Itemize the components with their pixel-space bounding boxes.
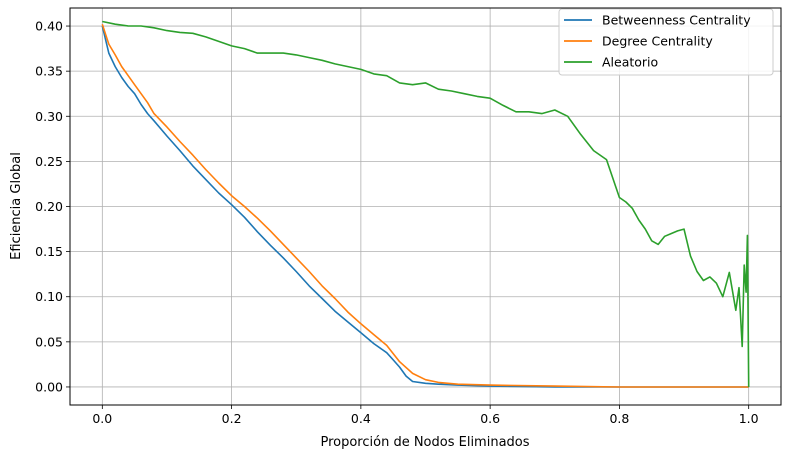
series-line-aleatorio bbox=[102, 20, 750, 388]
y-tick-label: 0.30 bbox=[35, 109, 63, 124]
x-tick-label: 0.0 bbox=[92, 411, 112, 426]
x-tick-label: 0.8 bbox=[609, 411, 629, 426]
y-tick-label: 0.20 bbox=[35, 199, 63, 214]
series-lines bbox=[101, 20, 750, 388]
x-tick-label: 0.4 bbox=[351, 411, 371, 426]
x-axis-ticks: 0.0 0.2 0.4 0.6 0.8 1.0 bbox=[92, 405, 759, 426]
y-tick-label: 0.15 bbox=[35, 244, 63, 259]
legend-box bbox=[558, 8, 774, 76]
grid-lines bbox=[70, 8, 781, 405]
y-tick-label: 0.10 bbox=[35, 289, 63, 304]
y-axis-label: Eficiencia Global bbox=[9, 152, 24, 260]
legend-label: Degree Centrality bbox=[602, 34, 713, 49]
y-tick-label: 0.35 bbox=[35, 64, 63, 79]
x-axis-label: Proporción de Nodos Eliminados bbox=[320, 435, 529, 450]
legend-label: Aleatorio bbox=[602, 55, 658, 70]
x-tick-label: 1.0 bbox=[739, 411, 759, 426]
y-tick-label: 0.00 bbox=[35, 379, 63, 394]
series-line-betweenness-centrality bbox=[101, 25, 749, 388]
series-line-degree-centrality bbox=[101, 23, 749, 388]
y-tick-label: 0.40 bbox=[35, 19, 63, 34]
y-tick-label: 0.25 bbox=[35, 154, 63, 169]
x-tick-label: 0.6 bbox=[480, 411, 500, 426]
legend: Betweenness Centrality Degree Centrality A… bbox=[558, 8, 774, 76]
x-tick-label: 0.2 bbox=[222, 411, 242, 426]
y-axis-ticks: 0.00 0.05 0.10 0.15 0.20 0.25 0.30 0.35 0.40 bbox=[35, 19, 70, 394]
legend-label: Betweenness Centrality bbox=[602, 13, 751, 28]
y-tick-label: 0.05 bbox=[35, 334, 63, 349]
